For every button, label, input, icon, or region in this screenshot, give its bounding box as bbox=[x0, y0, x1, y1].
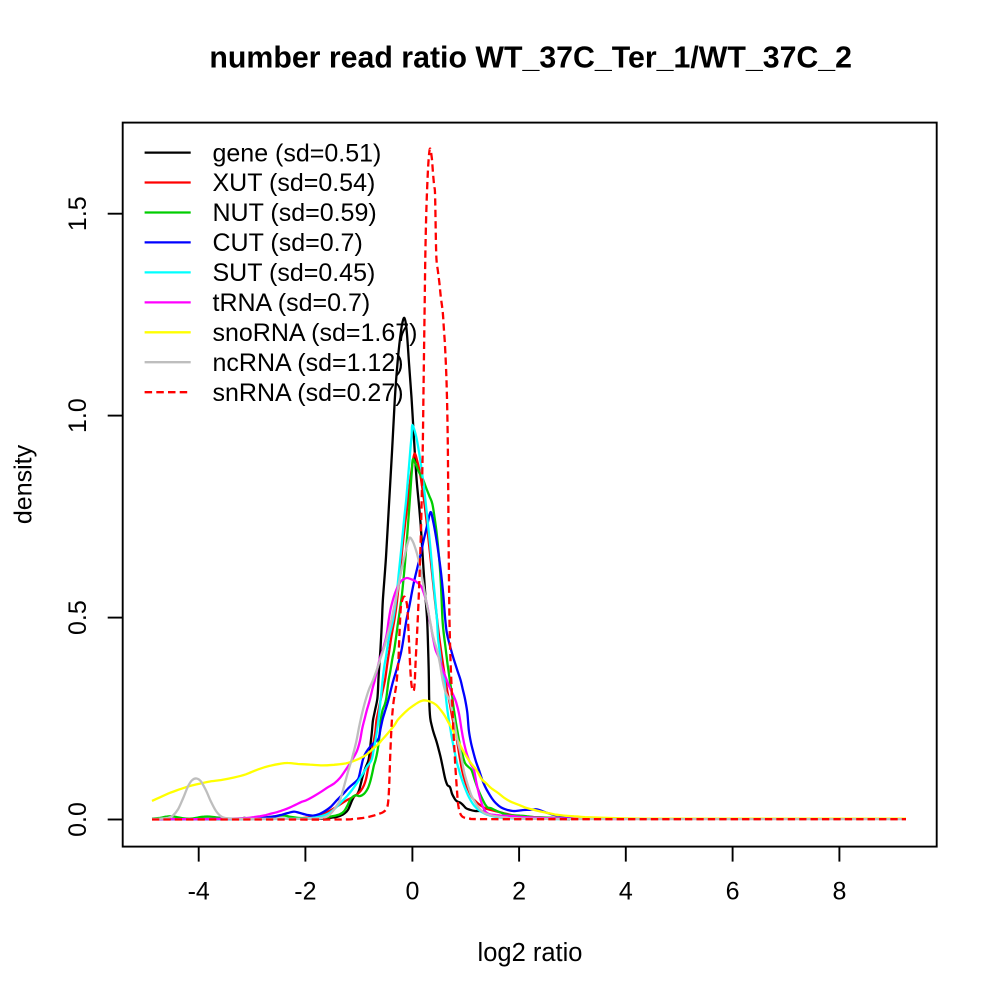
svg-text:-4: -4 bbox=[188, 878, 210, 906]
svg-text:log2 ratio: log2 ratio bbox=[478, 939, 583, 967]
svg-text:density: density bbox=[10, 444, 38, 524]
svg-text:snoRNA (sd=1.67): snoRNA (sd=1.67) bbox=[213, 319, 418, 347]
svg-text:CUT (sd=0.7): CUT (sd=0.7) bbox=[213, 229, 363, 257]
svg-text:SUT (sd=0.45): SUT (sd=0.45) bbox=[213, 259, 376, 287]
svg-text:XUT (sd=0.54): XUT (sd=0.54) bbox=[213, 169, 376, 197]
svg-text:1.0: 1.0 bbox=[64, 398, 92, 433]
svg-text:snRNA (sd=0.27): snRNA (sd=0.27) bbox=[213, 379, 404, 407]
svg-text:6: 6 bbox=[726, 878, 740, 906]
svg-text:ncRNA (sd=1.12): ncRNA (sd=1.12) bbox=[213, 349, 404, 377]
svg-text:4: 4 bbox=[619, 878, 633, 906]
svg-text:1.5: 1.5 bbox=[64, 196, 92, 231]
svg-text:number read ratio WT_37C_Ter_1: number read ratio WT_37C_Ter_1/WT_37C_2 bbox=[209, 42, 852, 75]
svg-text:0.0: 0.0 bbox=[64, 802, 92, 837]
svg-text:0: 0 bbox=[405, 878, 419, 906]
svg-text:-2: -2 bbox=[294, 878, 316, 906]
svg-text:gene (sd=0.51): gene (sd=0.51) bbox=[213, 139, 382, 167]
svg-text:0.5: 0.5 bbox=[64, 600, 92, 635]
svg-text:8: 8 bbox=[832, 878, 846, 906]
svg-text:tRNA (sd=0.7): tRNA (sd=0.7) bbox=[213, 289, 371, 317]
svg-text:NUT (sd=0.59): NUT (sd=0.59) bbox=[213, 199, 377, 227]
svg-text:2: 2 bbox=[512, 878, 526, 906]
